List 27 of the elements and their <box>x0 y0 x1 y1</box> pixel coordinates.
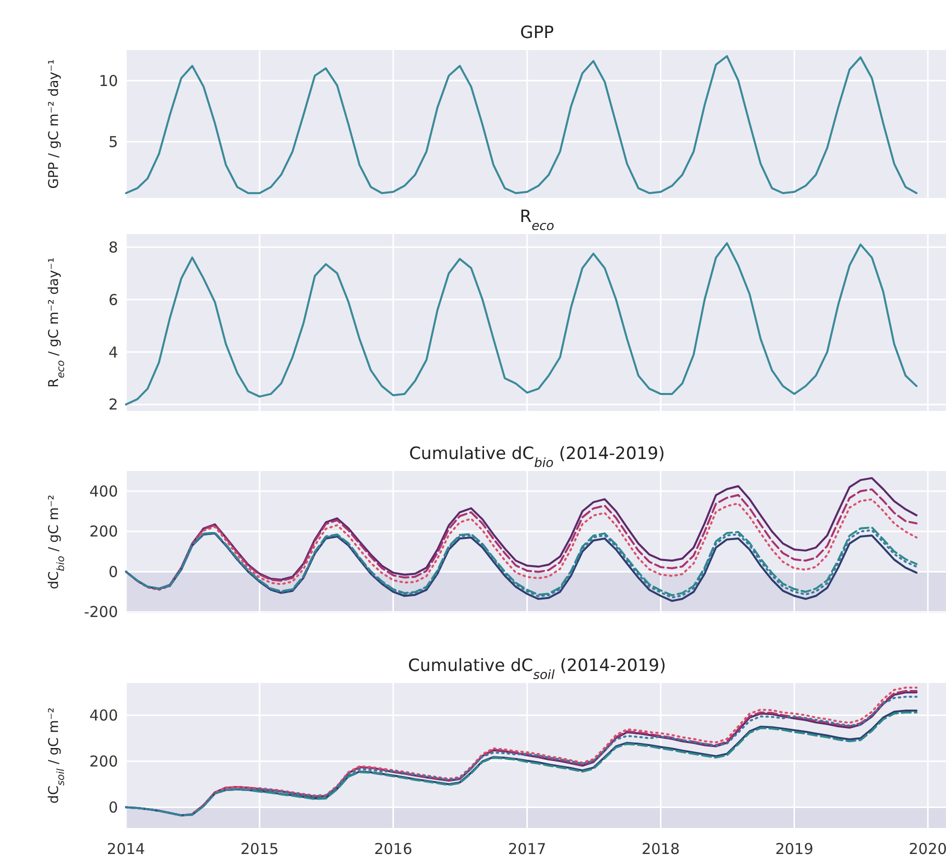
x-tick-label: 2016 <box>374 840 412 858</box>
y-tick-label: 4 <box>108 343 118 362</box>
chart-title: Cumulative dC$_{soil}$ (2014-2019) <box>408 656 666 682</box>
y-axis-title: GPP / gC m⁻² day⁻¹ <box>46 59 62 189</box>
line-series <box>125 55 918 194</box>
line-series <box>125 242 918 406</box>
y-tick-label: 200 <box>89 752 118 771</box>
x-tick-label: 2019 <box>775 840 814 858</box>
y-tick-label: 400 <box>89 482 118 500</box>
y-tick-label: 8 <box>108 238 118 256</box>
y-tick-label: 5 <box>108 132 118 151</box>
chart-title: GPP <box>520 23 554 43</box>
y-tick-label: -200 <box>84 603 118 622</box>
y-tick-label: 10 <box>98 72 118 90</box>
y-tick-label: 0 <box>108 798 118 817</box>
chart-title: Cumulative dC$_{bio}$ (2014-2019) <box>409 444 665 470</box>
x-tick-label: 2014 <box>106 840 146 858</box>
chart-title: R$_{eco}$ <box>520 207 554 234</box>
y-tick-label: 2 <box>108 396 118 414</box>
y-tick-label: 400 <box>89 706 118 724</box>
x-tick-label: 2015 <box>240 840 279 858</box>
y-tick-label: 200 <box>89 522 118 541</box>
y-tick-label: 6 <box>108 290 118 309</box>
x-tick-label: 2018 <box>642 840 680 858</box>
x-tick-label: 2020 <box>908 840 946 858</box>
x-tick-label: 2017 <box>508 840 546 858</box>
y-tick-label: 0 <box>108 562 118 581</box>
